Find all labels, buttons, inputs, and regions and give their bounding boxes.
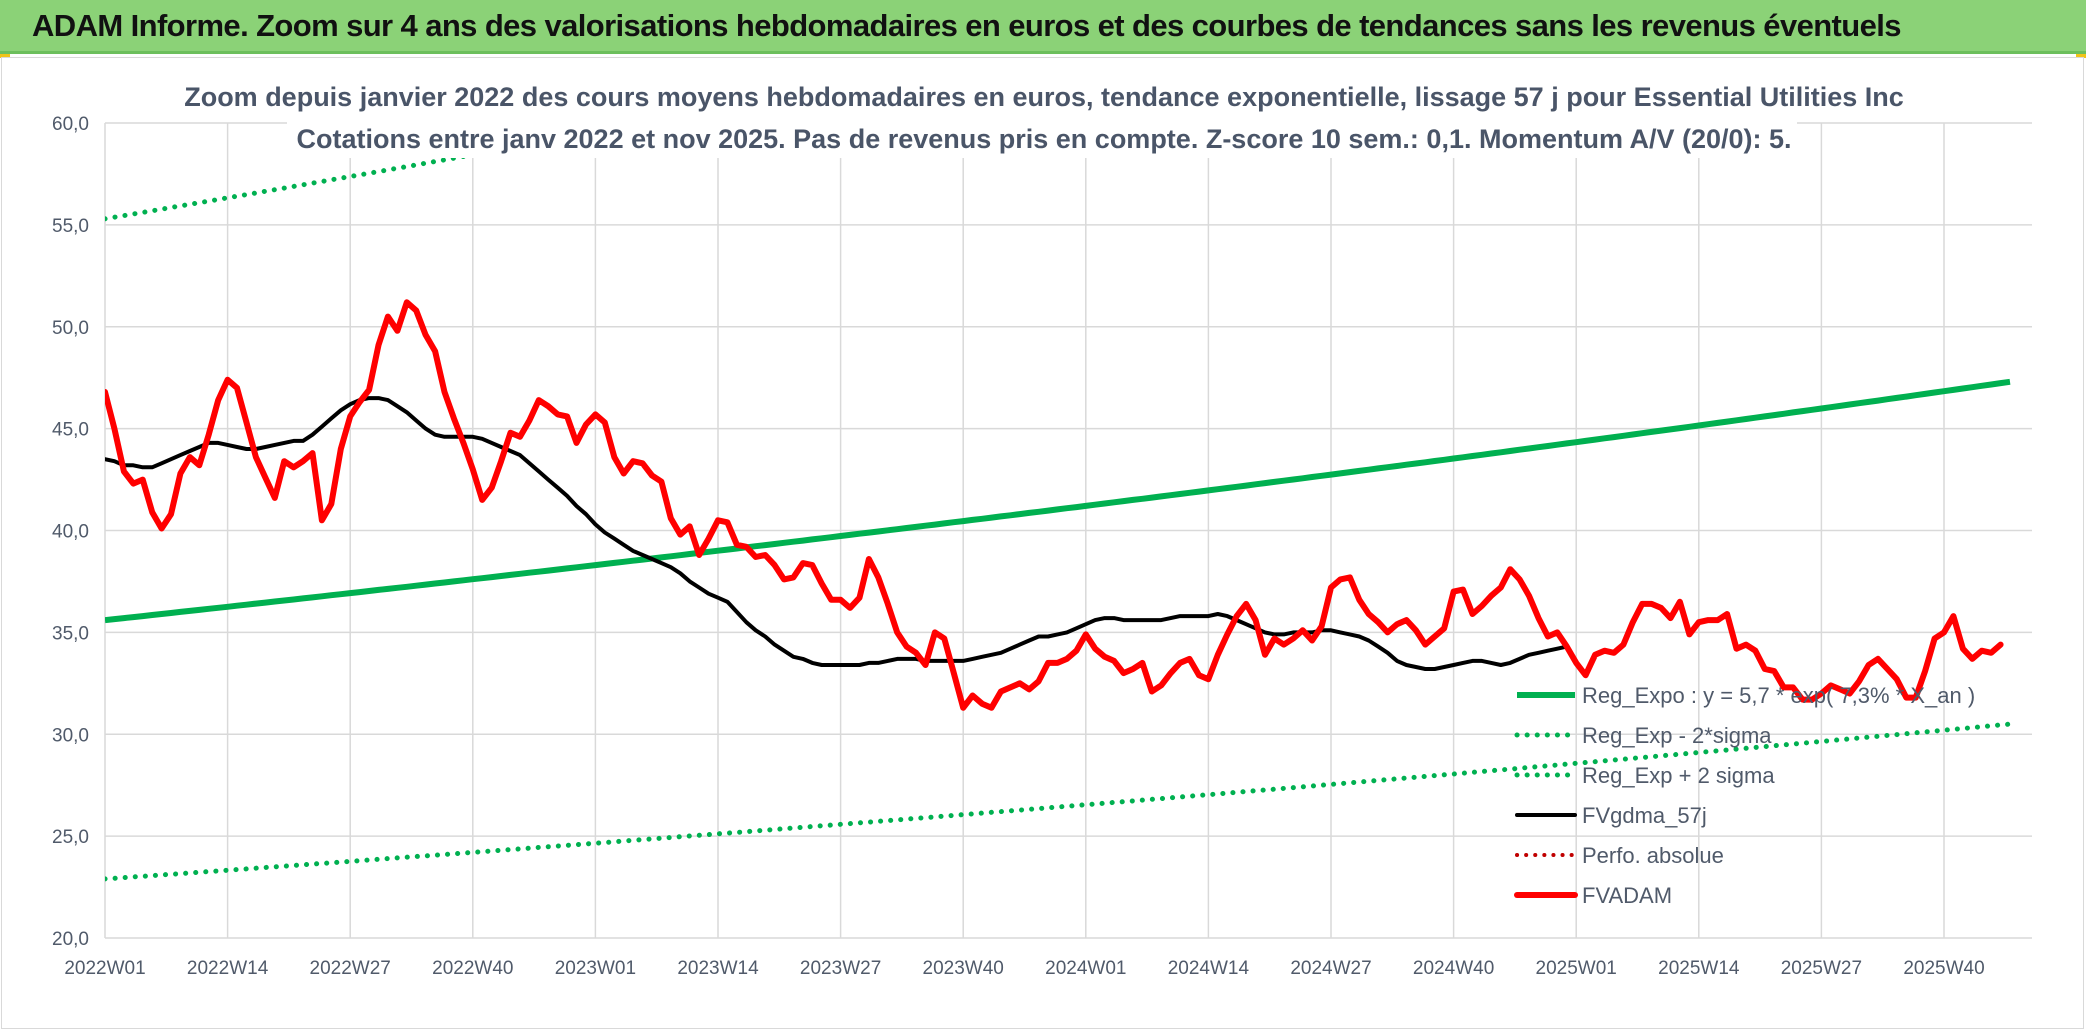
corner-mark-right xyxy=(2076,54,2086,58)
y-tick-label: 45,0 xyxy=(52,420,89,441)
series-line-2 xyxy=(105,119,685,222)
x-tick-label: 2022W27 xyxy=(310,958,391,979)
x-tick-label: 2024W40 xyxy=(1413,958,1494,979)
y-tick-label: 25,0 xyxy=(52,827,89,848)
legend-entry: Perfo. absolue xyxy=(1582,843,1724,868)
y-tick-label: 60,0 xyxy=(52,114,89,135)
x-tick-label: 2024W01 xyxy=(1045,958,1126,979)
title-banner: ADAM Informe. Zoom sur 4 ans des valoris… xyxy=(0,0,2086,54)
x-tick-label: 2024W14 xyxy=(1168,958,1250,979)
series-line-5 xyxy=(105,299,2004,711)
corner-mark-left xyxy=(0,54,10,58)
grid-lines xyxy=(104,122,2032,939)
x-tick-label: 2022W14 xyxy=(187,958,269,979)
legend-entry: FVgdma_57j xyxy=(1582,803,1707,828)
subtitle-backdrop xyxy=(287,76,1797,116)
chart-subtitle-line: Cotations entre janv 2022 et nov 2025. P… xyxy=(296,124,1791,154)
y-tick-label: 30,0 xyxy=(52,725,89,746)
x-tick-label: 2025W40 xyxy=(1903,958,1984,979)
axis-labels: 20,0 25,0 30,0 35,0 40,0 45,0 50,0 55,0 60,0 2022… xyxy=(52,114,1985,979)
legend-entry: Reg_Expo : y = 5,7 * exp( 7,3% * X_an ) xyxy=(1582,683,1975,708)
legend-entry: Reg_Exp + 2 sigma xyxy=(1582,763,1775,788)
legend-entry: FVADAM xyxy=(1582,883,1672,908)
x-tick-label: 2023W40 xyxy=(923,958,1004,979)
legend-entry: Reg_Exp - 2*sigma xyxy=(1582,723,1772,748)
x-tick-label: 2023W14 xyxy=(677,958,759,979)
x-tick-label: 2022W01 xyxy=(64,958,145,979)
x-tick-label: 2022W40 xyxy=(432,958,513,979)
series-layer xyxy=(105,119,2013,882)
chart-frame: Zoom depuis janvier 2022 des cours moyen… xyxy=(1,57,2084,1029)
x-tick-label: 2023W27 xyxy=(800,958,881,979)
y-tick-label: 40,0 xyxy=(52,522,89,543)
chart-subtitle: Zoom depuis janvier 2022 des cours moyen… xyxy=(184,76,1904,158)
legend: Reg_Expo : y = 5,7 * exp( 7,3% * X_an ) R… xyxy=(1514,683,1975,908)
y-tick-label: 50,0 xyxy=(52,318,89,339)
x-tick-label: 2025W27 xyxy=(1781,958,1862,979)
series-line-0 xyxy=(105,378,2011,624)
subtitle-backdrop xyxy=(287,118,1797,158)
chart-subtitle-line: Zoom depuis janvier 2022 des cours moyen… xyxy=(184,82,1904,112)
y-tick-label: 20,0 xyxy=(52,929,89,950)
x-tick-label: 2025W14 xyxy=(1658,958,1740,979)
x-tick-label: 2023W01 xyxy=(555,958,636,979)
x-tick-label: 2025W01 xyxy=(1536,958,1617,979)
y-tick-label: 35,0 xyxy=(52,623,89,644)
line-chart: Zoom depuis janvier 2022 des cours moyen… xyxy=(52,76,2032,979)
x-tick-label: 2024W27 xyxy=(1290,958,1371,979)
page-title: ADAM Informe. Zoom sur 4 ans des valoris… xyxy=(32,8,1902,43)
series-line-3 xyxy=(105,396,1569,671)
y-tick-label: 55,0 xyxy=(52,216,89,237)
